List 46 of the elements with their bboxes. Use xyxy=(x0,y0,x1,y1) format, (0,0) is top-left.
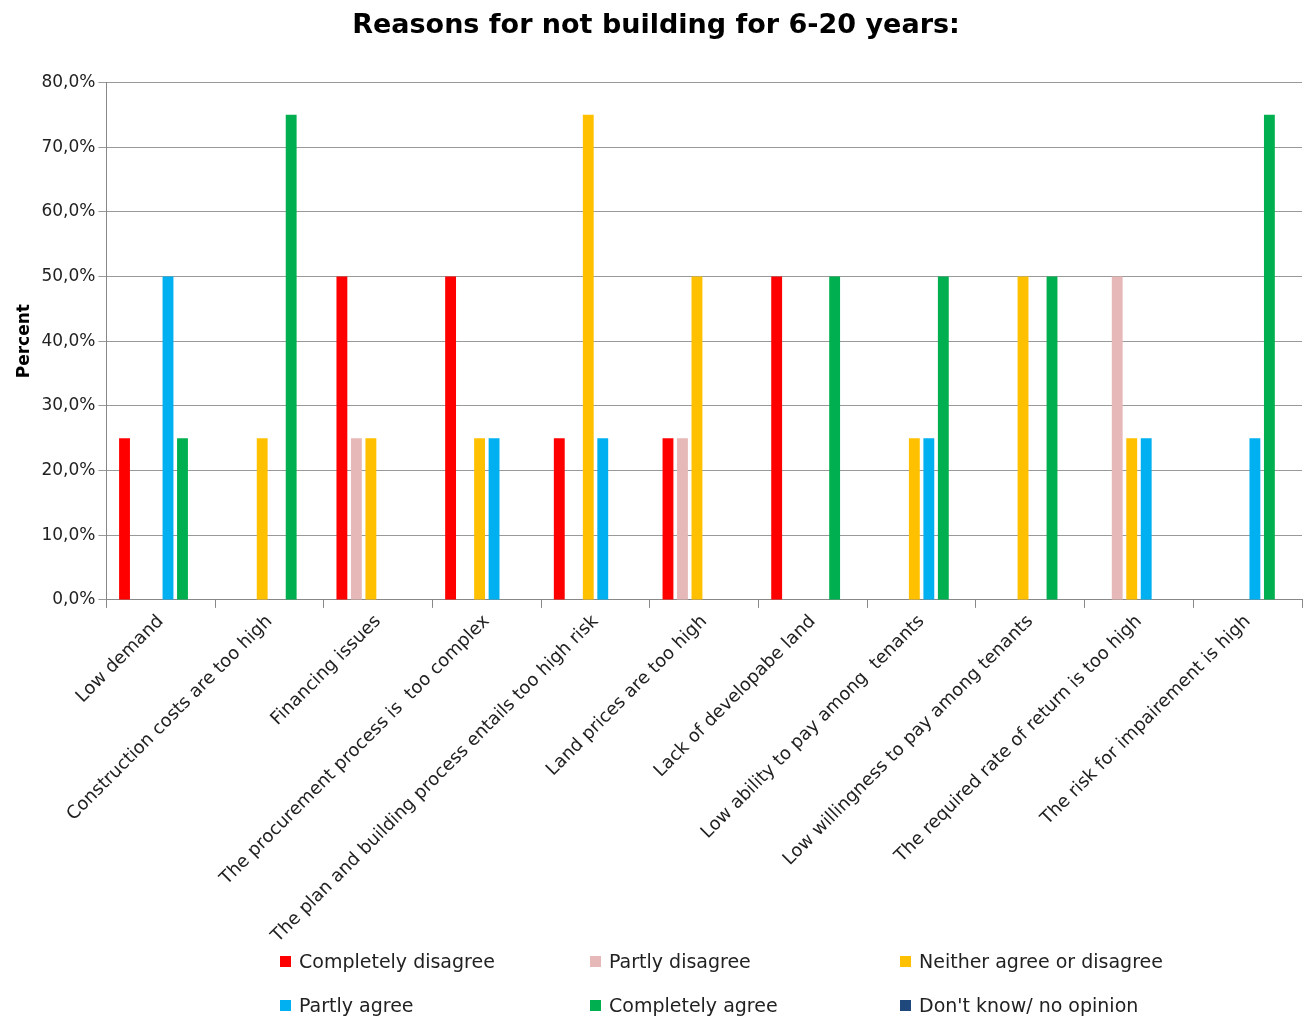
bar xyxy=(677,438,688,600)
bar xyxy=(662,438,674,600)
y-tick-label: 70,0% xyxy=(41,135,96,156)
y-axis-title: Percent xyxy=(12,304,33,379)
bar xyxy=(1263,114,1275,600)
y-tick-label: 10,0% xyxy=(41,523,96,544)
bar xyxy=(908,438,920,600)
bar xyxy=(553,438,565,600)
bar xyxy=(1017,276,1029,600)
bar xyxy=(923,438,935,600)
bar xyxy=(256,438,268,600)
bar xyxy=(1111,276,1123,600)
bar xyxy=(1249,438,1261,600)
legend-label: Don't know/ no opinion xyxy=(919,994,1139,1016)
bar xyxy=(829,276,841,600)
bar xyxy=(177,438,188,600)
legend-label: Completely disagree xyxy=(299,950,495,972)
y-tick-label: 60,0% xyxy=(41,200,96,221)
bar xyxy=(597,438,609,600)
bar xyxy=(285,114,297,600)
legend-label: Neither agree or disagree xyxy=(919,950,1163,972)
y-tick-label: 80,0% xyxy=(41,70,96,91)
bar xyxy=(937,276,949,600)
y-tick-label: 40,0% xyxy=(41,329,96,350)
bar xyxy=(691,276,703,600)
y-tick-label: 30,0% xyxy=(41,394,96,415)
bar xyxy=(1126,438,1138,600)
y-tick-label: 20,0% xyxy=(41,458,96,479)
chart-title: Reasons for not building for 6-20 years: xyxy=(352,8,960,40)
bar xyxy=(162,276,174,600)
bar xyxy=(582,114,594,600)
y-tick-label: 0,0% xyxy=(52,588,96,609)
legend-label: Partly agree xyxy=(299,994,414,1016)
bar xyxy=(488,438,500,600)
y-tick-label: 50,0% xyxy=(41,264,96,285)
bar xyxy=(119,438,130,600)
bar xyxy=(1046,276,1058,600)
legend-label: Partly disagree xyxy=(609,950,751,972)
legend-label: Completely agree xyxy=(609,994,778,1016)
bar xyxy=(336,276,348,600)
bar xyxy=(445,276,457,600)
bar xyxy=(365,438,377,600)
bar xyxy=(474,438,486,600)
bar xyxy=(1140,438,1152,600)
bar xyxy=(771,276,783,600)
bar xyxy=(350,438,362,600)
